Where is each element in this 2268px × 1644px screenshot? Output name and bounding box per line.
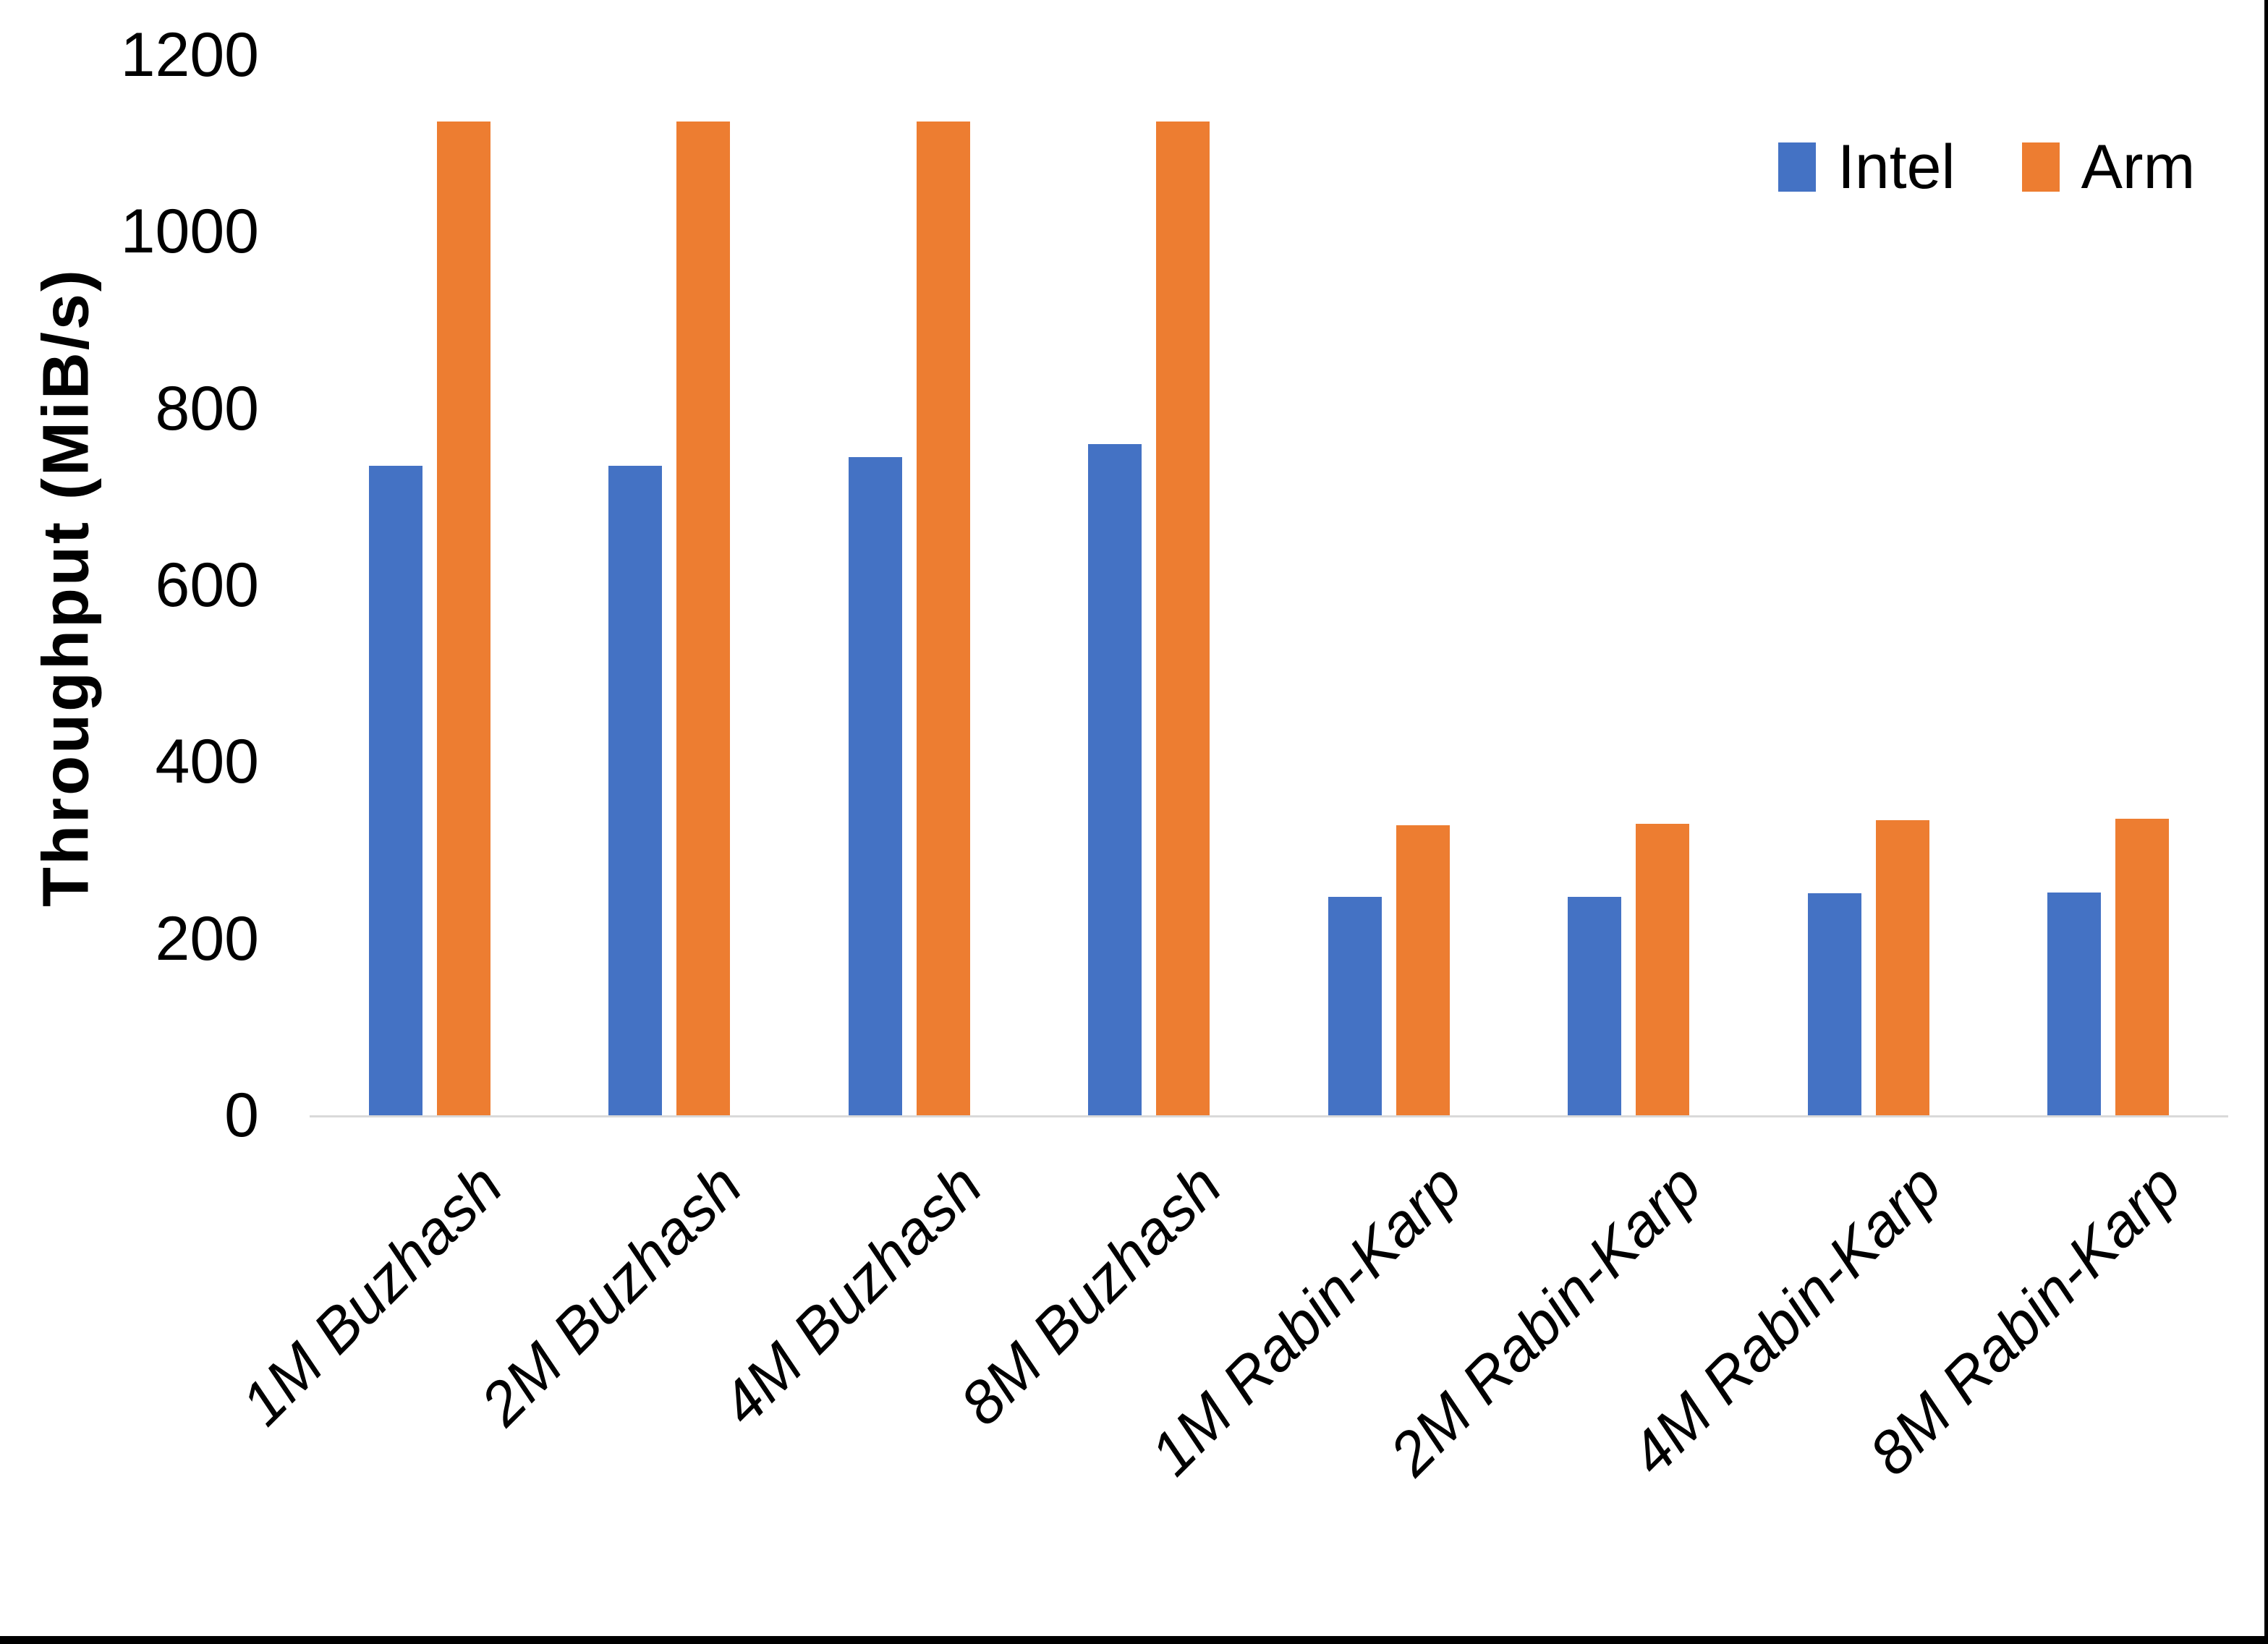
y-tick-label: 400 [155, 727, 260, 797]
bar-arm-5 [1396, 825, 1450, 1115]
y-tick-label: 600 [155, 550, 260, 620]
bar-arm-1 [436, 121, 490, 1115]
bar-arm-6 [1636, 823, 1690, 1115]
bar-intel-3 [848, 456, 902, 1115]
bar-arm-2 [676, 121, 731, 1115]
bar-group [1509, 55, 1749, 1115]
legend: Intel Arm [1778, 136, 2195, 198]
y-tick-label: 1000 [120, 197, 259, 267]
bar-arm-4 [1156, 121, 1210, 1115]
bar-intel-8 [2047, 893, 2102, 1115]
legend-swatch-intel [1778, 142, 1816, 192]
bar-intel-2 [608, 466, 663, 1115]
plot-area [310, 55, 2228, 1115]
bar-intel-1 [368, 466, 422, 1115]
bar-group [1269, 55, 1509, 1115]
bar-intel-7 [1807, 893, 1861, 1115]
bar-group [1989, 55, 2229, 1115]
bar-intel-4 [1088, 443, 1142, 1115]
bar-group [550, 55, 790, 1115]
x-category-label: 1M Buzhash [228, 1151, 515, 1439]
bar-arm-8 [2115, 818, 2170, 1115]
bar-intel-6 [1568, 897, 1622, 1115]
y-tick-label: 0 [224, 1081, 259, 1150]
bar-intel-5 [1328, 897, 1382, 1115]
bar-group [789, 55, 1029, 1115]
bar-arm-3 [916, 121, 970, 1115]
legend-item-intel: Intel [1778, 136, 1955, 198]
legend-label-intel: Intel [1838, 132, 1955, 202]
y-tick-label: 800 [155, 373, 260, 443]
bar-arm-7 [1875, 819, 1929, 1115]
y-tick-label: 200 [155, 903, 260, 974]
bar-group [1749, 55, 1989, 1115]
legend-swatch-arm [2021, 142, 2060, 192]
legend-item-arm: Arm [2021, 132, 2196, 202]
x-category-label: 2M Buzhash [467, 1151, 755, 1439]
bar-group [1029, 55, 1270, 1115]
x-axis-baseline [310, 1115, 2228, 1117]
legend-label-arm: Arm [2081, 132, 2196, 202]
y-tick-label: 1200 [120, 20, 259, 90]
bar-group [310, 55, 550, 1115]
x-category-label: 4M Buzhash [708, 1151, 995, 1439]
